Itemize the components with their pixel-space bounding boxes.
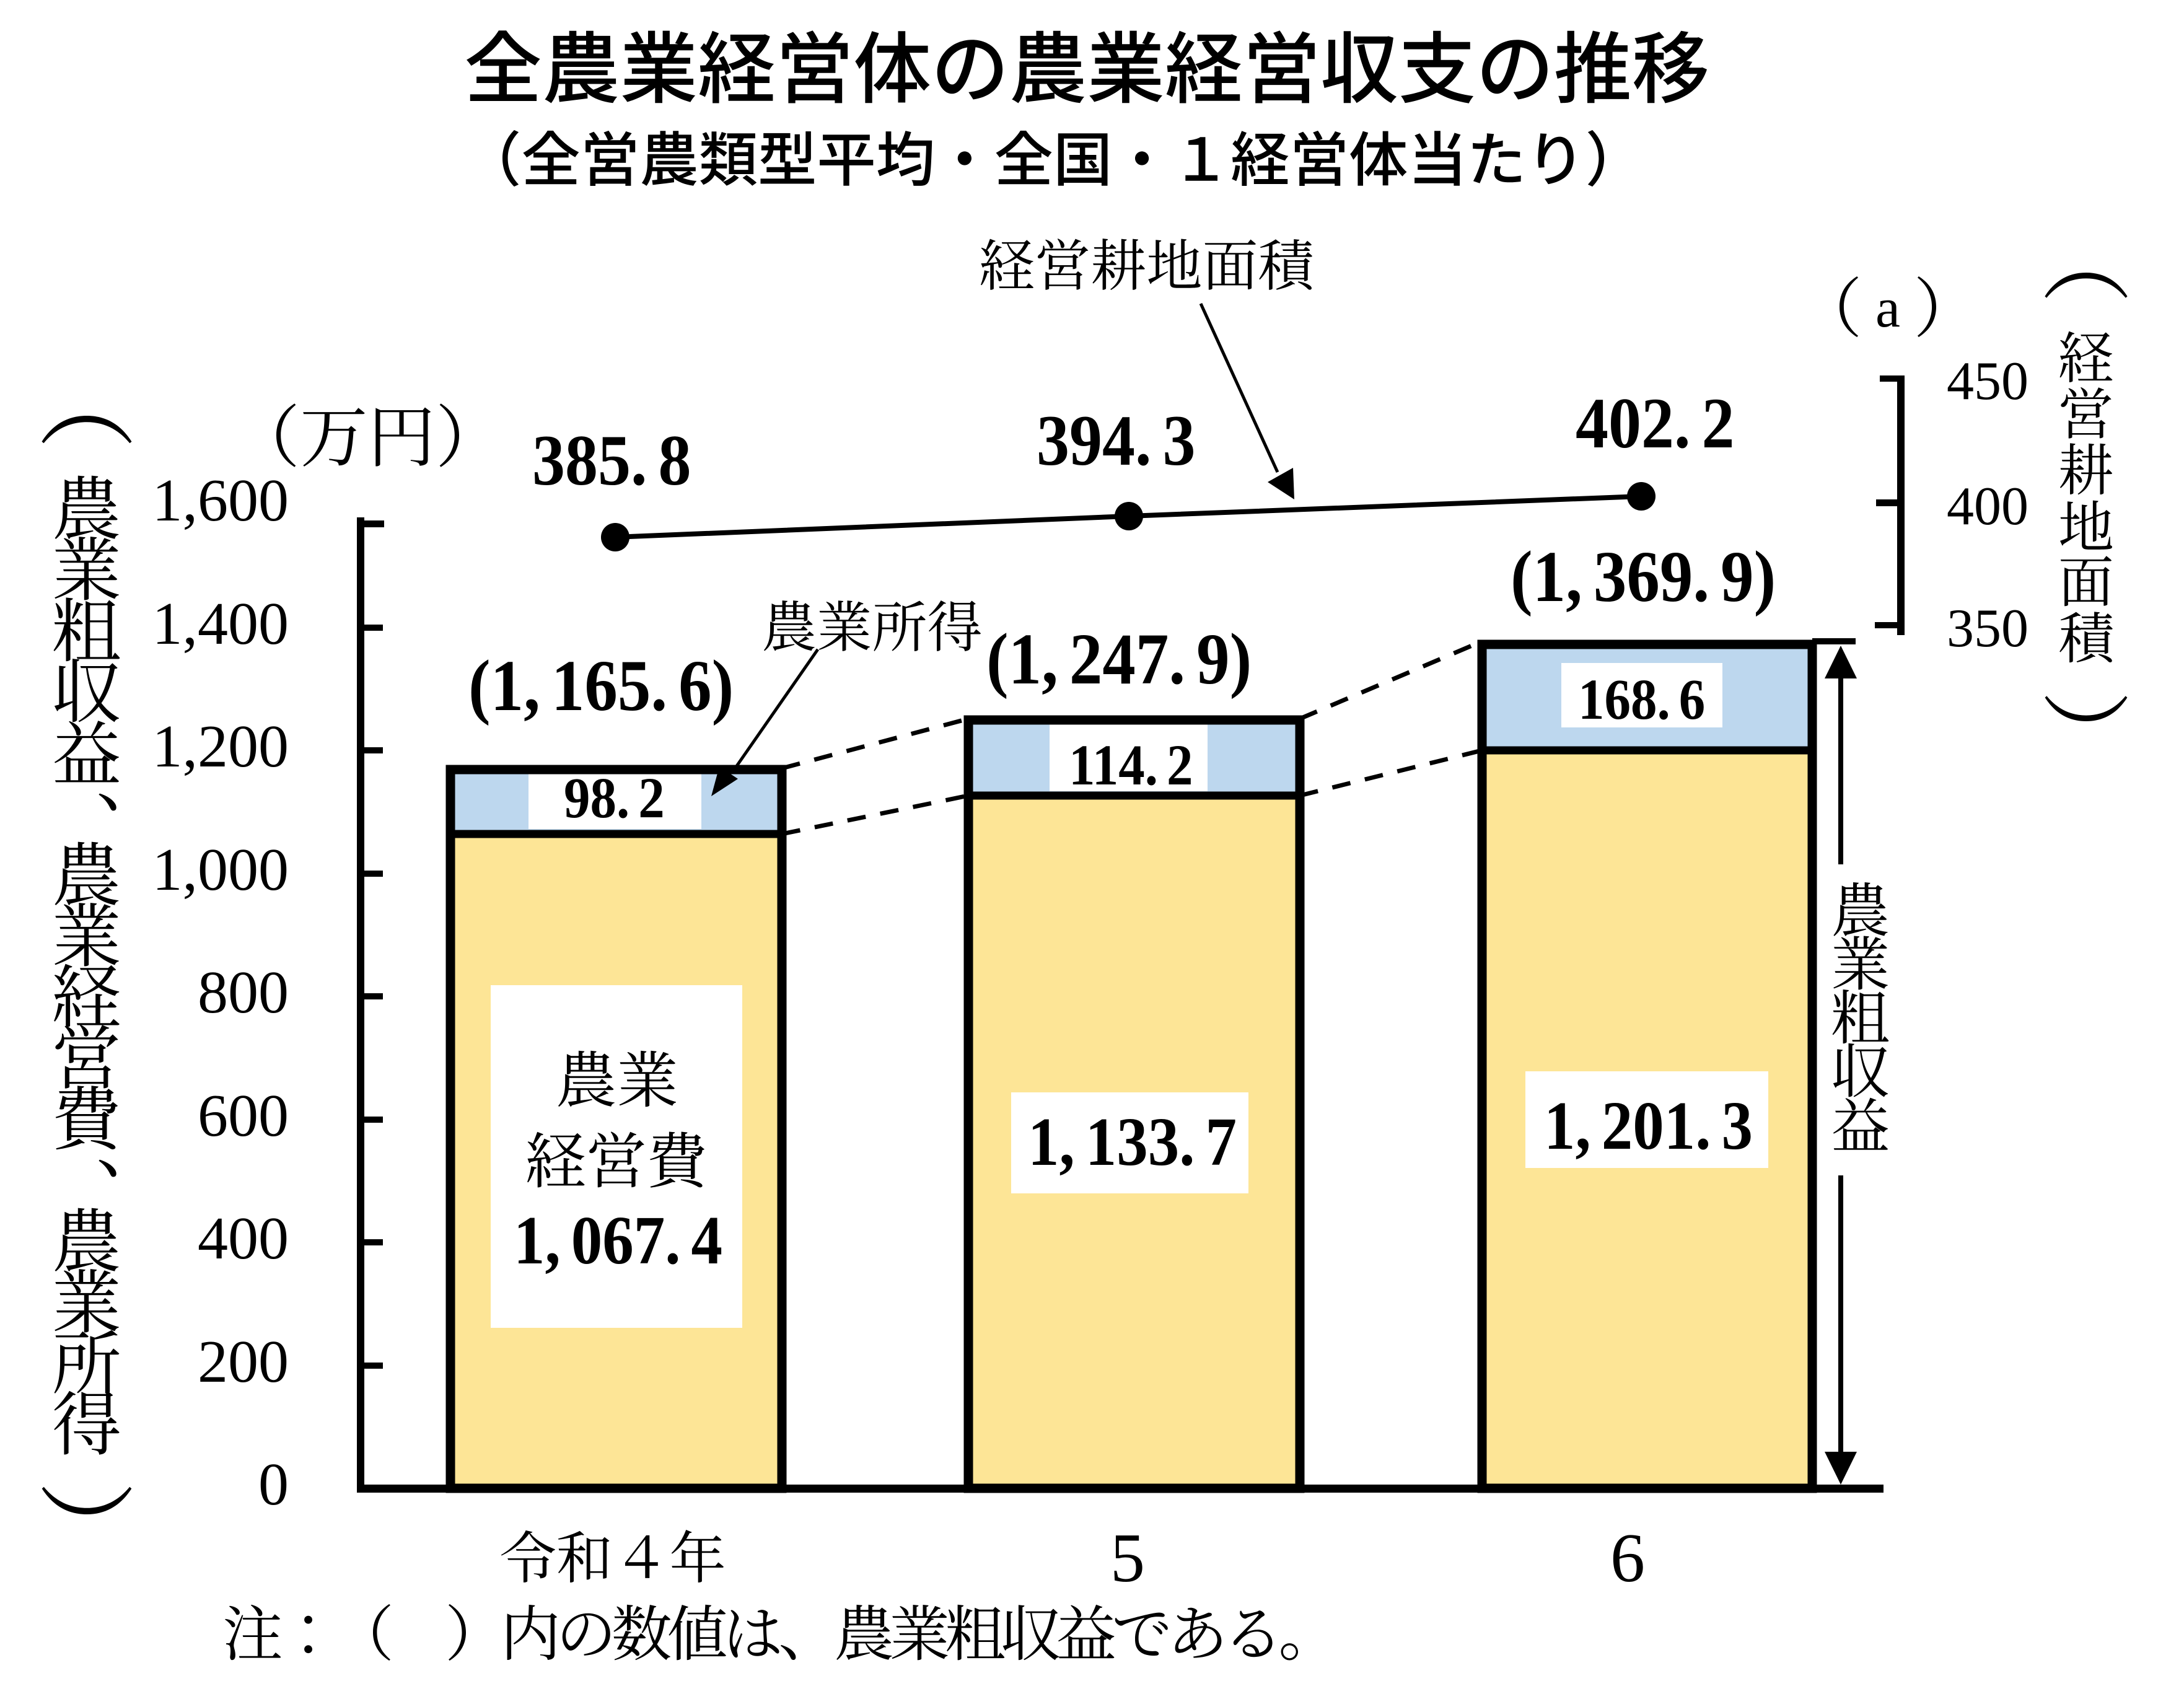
svg-text:5: 5 [1110,1520,1145,1597]
svg-text:168.6: 168. 6 [1578,667,1705,732]
svg-text:394.3: 394. 3 [1037,401,1195,481]
svg-text:400: 400 [198,1205,289,1272]
svg-text:1,200: 1,200 [152,713,289,780]
svg-text:1,600: 1,600 [152,467,289,534]
svg-text:98.2: 98. 2 [564,766,665,830]
svg-text:1,000: 1,000 [152,836,289,903]
svg-text:350: 350 [1947,599,2028,659]
svg-text:0: 0 [258,1451,289,1518]
svg-text:600: 600 [198,1082,289,1149]
svg-text:200: 200 [198,1328,289,1395]
svg-text:114.2: 114. 2 [1069,733,1193,797]
svg-text:6: 6 [1610,1520,1645,1597]
svg-text:(1,369.9): (1, 369. 9) [1511,537,1776,617]
svg-text:402.2: 402. 2 [1576,384,1734,463]
svg-text:450: 450 [1947,351,2028,411]
svg-text:1,400: 1,400 [152,590,289,657]
svg-text:1,067.4: 1, 067. 4 [514,1202,722,1278]
svg-text:385.8: 385. 8 [532,421,691,501]
svg-text:(1,247.9): (1, 247. 9) [986,619,1252,700]
svg-text:1,201.3: 1, 201. 3 [1544,1087,1753,1164]
svg-text:400: 400 [1947,476,2028,537]
svg-text:1,133.7: 1, 133. 7 [1028,1104,1237,1180]
svg-text:(1,165.6): (1, 165. 6) [468,646,734,726]
svg-text:800: 800 [198,959,289,1026]
svg-text:a: a [1875,278,1900,339]
